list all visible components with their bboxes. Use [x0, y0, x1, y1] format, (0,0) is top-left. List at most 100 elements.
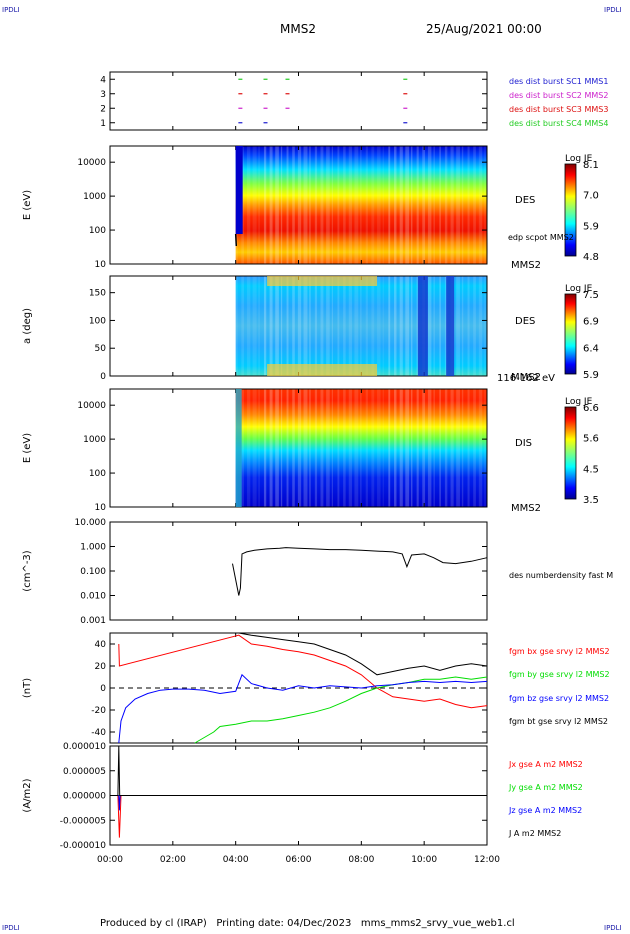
des-pitch-angle-sc-label: MMS2	[511, 372, 541, 383]
density-legend-1: des numberdensity fast M	[509, 571, 613, 580]
des-energy-stripe	[473, 146, 476, 264]
des-pitch-angle-colorbar-tick: 5.9	[583, 370, 599, 381]
des-energy-stripe	[331, 146, 334, 264]
des-pitch-angle-stripe	[405, 276, 410, 376]
des-pitch-energy-label: 116-162 eV	[497, 373, 555, 384]
des-pitch-angle-ylabel: a (deg)	[22, 308, 33, 344]
dis-energy-stripe	[246, 389, 251, 507]
des-pitch-angle-stripe	[444, 276, 448, 376]
dis-energy-stripe	[444, 389, 448, 507]
des-energy-stripe	[484, 146, 486, 264]
dis-energy-stripe	[484, 389, 486, 507]
availability-ytick-label: 4	[100, 75, 106, 85]
dis-energy-stripe	[427, 389, 432, 507]
des-energy-stripe	[410, 146, 413, 264]
availability-ytick-label: 1	[100, 119, 106, 129]
des-energy-stripe	[394, 146, 397, 264]
dis-energy-ytick-label: 10000	[77, 401, 106, 411]
des-pitch-dark-stripe	[446, 276, 455, 376]
dis-energy-stripe	[467, 389, 470, 507]
des-pitch-angle-stripe	[416, 276, 419, 376]
magnetic-field-ytick-label: -40	[91, 728, 106, 738]
des-pitch-angle-stripe	[427, 276, 432, 376]
des-pitch-angle-stripe	[263, 276, 267, 376]
des-pitch-angle-stripe	[473, 276, 476, 376]
des-pitch-angle-colorbar-tick: 7.5	[583, 290, 599, 301]
current-density-ytick-label: 0.000010	[63, 742, 106, 752]
density-ytick-label: 1.000	[80, 543, 106, 553]
dis-energy-stripe	[326, 389, 330, 507]
des-energy-stripe	[326, 146, 330, 264]
des-pitch-angle-stripe	[269, 276, 273, 376]
des-energy-ytick-label: 10	[95, 260, 107, 270]
dis-energy-stripe	[382, 389, 384, 507]
magnetic-field-legend-2: fgm by gse srvy l2 MMS2	[509, 670, 610, 679]
availability-ytick-label: 3	[100, 90, 106, 100]
dis-energy-colorbar-tick: 5.6	[583, 434, 599, 445]
des-pitch-angle-stripe	[348, 276, 352, 376]
des-pitch-angle-stripe	[246, 276, 251, 376]
des-pitch-angle-stripe	[314, 276, 318, 376]
magnetic-field-ylabel: (nT)	[22, 678, 33, 698]
dis-energy-stripe	[331, 389, 334, 507]
density-ylabel: (cm^-3)	[22, 550, 33, 591]
des-pitch-angle-stripe	[320, 276, 324, 376]
dis-energy-stripe	[410, 389, 413, 507]
des-energy-stripe	[292, 146, 295, 264]
magnetic-field-ytick-label: 0	[100, 684, 106, 694]
des-energy-stripe	[258, 146, 260, 264]
des-energy-stripe	[450, 146, 454, 264]
des-energy-instrument-label: DES	[515, 195, 535, 206]
des-energy-sc-label: MMS2	[511, 260, 541, 271]
des-pitch-angle-stripe	[467, 276, 470, 376]
dis-energy-stripe	[416, 389, 419, 507]
des-pitch-angle-stripe	[297, 276, 302, 376]
des-pitch-angle-stripe	[484, 276, 486, 376]
des-energy-stripe	[252, 146, 257, 264]
dis-energy-stripe	[456, 389, 460, 507]
des-energy-stripe	[444, 146, 448, 264]
magnetic-field-ytick-label: 40	[95, 640, 107, 650]
des-pitch-angle-colorbar-tick: 6.9	[583, 317, 599, 328]
des-energy-stripe	[303, 146, 308, 264]
des-pitch-angle-stripe	[235, 276, 238, 376]
des-energy-stripe	[388, 146, 391, 264]
des-pitch-angle-stripe	[292, 276, 295, 376]
des-pitch-angle-stripe	[303, 276, 308, 376]
des-energy-stripe	[360, 146, 362, 264]
availability-ytick-label: 2	[100, 104, 106, 114]
des-pitch-angle-ytick-label: 150	[89, 289, 106, 299]
des-energy-stripe	[280, 146, 283, 264]
current-density-series-4	[110, 745, 487, 796]
current-density-ylabel: (A/m2)	[22, 778, 33, 812]
magnetic-field-legend-1: fgm bx gse srvy l2 MMS2	[509, 647, 610, 656]
time-tick-label: 00:00	[97, 855, 123, 865]
des-energy-ytick-label: 1000	[83, 192, 106, 202]
des-energy-scpot-trace	[234, 233, 238, 247]
dis-energy-stripe	[461, 389, 464, 507]
footer-filename: mms_mms2_srvy_vue_web1.cl	[360, 918, 515, 929]
des-energy-stripe	[348, 146, 352, 264]
des-pitch-angle-stripe	[258, 276, 260, 376]
des-pitch-angle-instrument-label: DES	[515, 316, 535, 327]
des-energy-stripe	[365, 146, 368, 264]
dis-energy-stripe	[309, 389, 311, 507]
magnetic-field-ytick-label: 20	[95, 662, 107, 672]
magnetic-field-series-3	[118, 673, 488, 744]
dis-energy-heatmap	[235, 389, 487, 507]
magnetic-field-legend-3: fgm bz gse srvy l2 MMS2	[509, 694, 609, 703]
time-tick-label: 04:00	[223, 855, 249, 865]
current-density-legend-1: Jx gse A m2 MMS2	[508, 760, 583, 769]
des-pitch-angle-colorbar-title: Log JE	[565, 284, 593, 294]
des-energy-colorbar-tick: 7.0	[583, 191, 599, 202]
des-pitch-angle-stripe	[394, 276, 397, 376]
des-pitch-angle-ytick-label: 0	[100, 372, 106, 382]
des-pitch-angle-stripe	[252, 276, 257, 376]
des-pitch-dark-stripe	[417, 276, 428, 376]
des-energy-stripe	[297, 146, 302, 264]
des-energy-ytick-label: 100	[89, 226, 106, 236]
des-pitch-angle-stripe	[371, 276, 375, 376]
footer-produced-by: Produced by cl (IRAP)	[100, 918, 207, 929]
dis-energy-stripe	[399, 389, 403, 507]
